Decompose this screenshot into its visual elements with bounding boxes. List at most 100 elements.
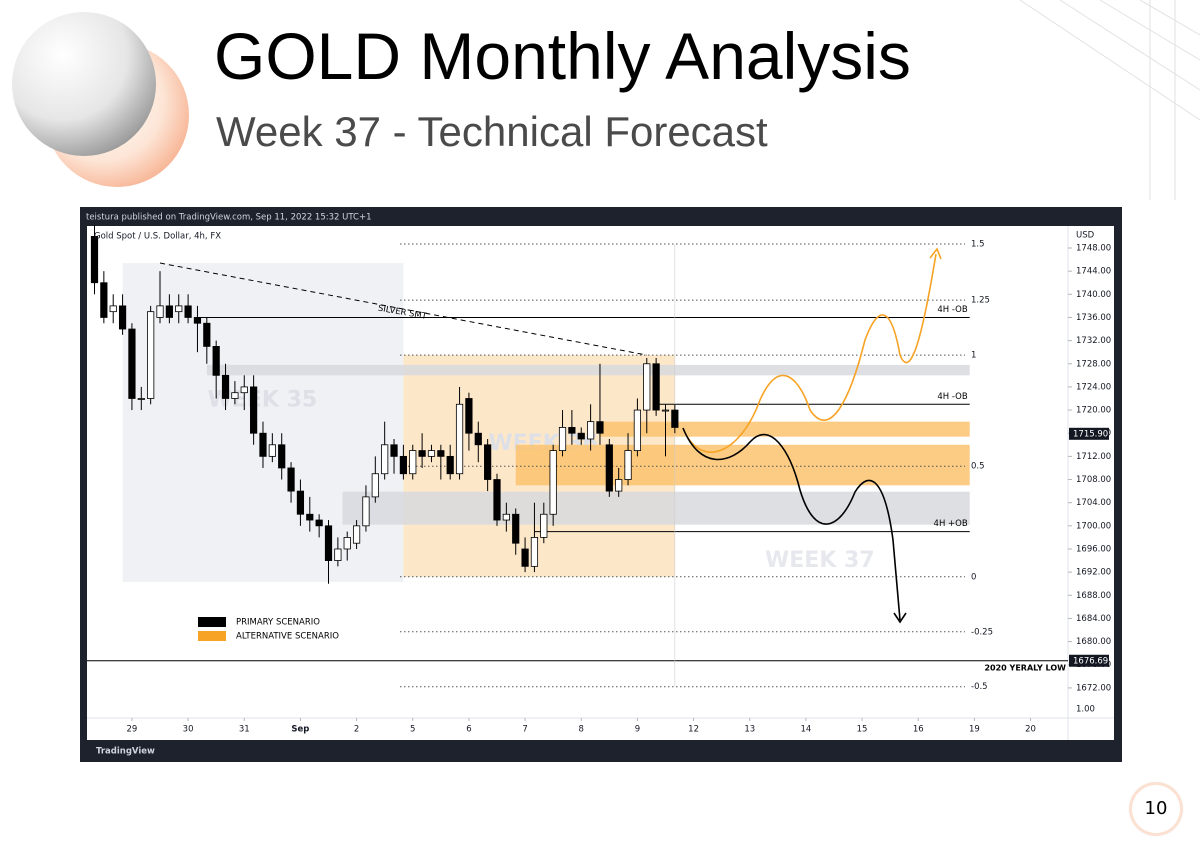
x-tick-label: 8	[579, 725, 584, 735]
x-tick-label: 2	[354, 725, 359, 735]
y-tick-label: 1684.00	[1076, 614, 1111, 624]
scale-label: 1.00	[1076, 705, 1095, 715]
y-tick-label: 1680.00	[1076, 637, 1111, 647]
y-tick-label: 1740.00	[1076, 290, 1111, 300]
candle-body	[250, 386, 258, 434]
fib-label: 1	[971, 351, 976, 361]
candle-body	[175, 305, 183, 313]
candle-body	[306, 513, 314, 521]
x-tick-label: 6	[466, 725, 471, 735]
brand: TradingView	[96, 747, 155, 757]
candle-body	[109, 305, 117, 313]
candle-body	[203, 322, 211, 347]
fib-label: -0.5	[971, 682, 988, 692]
candle-body	[521, 548, 529, 567]
x-tick-label: 15	[857, 725, 868, 735]
candle-body	[128, 328, 136, 399]
candle-body	[399, 455, 407, 475]
x-tick-label: 14	[800, 725, 811, 735]
candle-body	[184, 305, 192, 318]
candle-body	[381, 444, 389, 475]
candle-body	[259, 432, 267, 457]
y-tick-label: 1708.00	[1076, 475, 1111, 485]
candle-body	[147, 311, 155, 399]
y-tick-label: 1736.00	[1076, 313, 1111, 323]
candle-body	[558, 427, 567, 451]
y-tick-label: 1672.00	[1076, 683, 1111, 693]
candle-body	[633, 409, 642, 451]
x-tick-label: 16	[913, 725, 924, 735]
candle-body	[427, 450, 436, 457]
y-tick-label: 1744.00	[1076, 267, 1111, 277]
y-tick-label: 1704.00	[1076, 498, 1111, 508]
x-tick-label: 13	[744, 725, 755, 735]
candle-body	[193, 317, 202, 324]
x-tick-label: Sep	[291, 725, 309, 735]
level-label: 4H -OB	[937, 392, 967, 402]
x-tick-label: 7	[522, 725, 527, 735]
price-badge	[1069, 427, 1109, 440]
fib-label: 0.5	[971, 462, 985, 472]
candle-body	[278, 444, 286, 469]
decor-building	[1019, 0, 1200, 200]
alternative-path	[682, 253, 937, 453]
x-tick-label: 20	[1025, 725, 1036, 735]
candle-body	[437, 450, 445, 457]
price-badge	[1069, 654, 1109, 667]
price-badge-label: 1676.69	[1073, 656, 1108, 666]
y-tick-label: 1720.00	[1076, 406, 1111, 416]
legend-swatch	[198, 617, 226, 627]
candle-body	[221, 374, 230, 399]
candle-body	[605, 444, 613, 492]
arrow	[929, 247, 942, 260]
candle-body	[90, 236, 99, 284]
candle-body	[512, 513, 520, 544]
candle-body	[465, 398, 473, 434]
candle-body	[493, 479, 501, 521]
x-tick-label: 30	[183, 725, 194, 735]
arrow	[893, 612, 907, 624]
candle-body	[418, 450, 426, 457]
zone	[342, 491, 970, 525]
zone	[515, 444, 970, 486]
y-tick-label: 1688.00	[1076, 591, 1111, 601]
candle-body	[390, 444, 398, 457]
candle-body	[156, 305, 164, 318]
candle-body	[212, 345, 220, 376]
candle-body	[118, 305, 127, 330]
fib-label: -0.25	[971, 627, 993, 637]
candle-body	[409, 450, 417, 475]
candle-body	[371, 473, 379, 498]
publisher: teistura published on TradingView.com, S…	[86, 213, 372, 223]
candle-body	[624, 450, 632, 480]
y-tick-label: 1728.00	[1076, 359, 1111, 369]
candle-body	[137, 398, 145, 400]
candle-body	[587, 421, 595, 440]
candle-body	[343, 537, 351, 550]
candle-body	[268, 444, 276, 457]
candle-body	[287, 467, 295, 492]
candle-body	[334, 548, 342, 561]
candle-body	[671, 409, 679, 428]
smt-line	[159, 262, 647, 356]
candle-body	[502, 513, 510, 521]
y-tick-label: 1700.00	[1076, 521, 1111, 531]
candle-body	[362, 496, 370, 527]
candle-body	[643, 363, 651, 411]
candle-body	[296, 490, 305, 515]
symbol: Gold Spot / U.S. Dollar, 4h, FX	[94, 232, 221, 242]
x-tick-label: 9	[635, 725, 640, 735]
x-tick-label: 31	[239, 725, 250, 735]
candle-body	[455, 403, 464, 475]
candle-body	[352, 525, 361, 544]
zone	[206, 364, 970, 376]
primary-path	[682, 427, 901, 621]
y-tick-label: 1696.00	[1076, 544, 1111, 554]
future-label: WEEK 37	[765, 548, 875, 573]
candle-body	[240, 386, 248, 394]
candle-body	[652, 363, 660, 411]
currency: USD	[1076, 231, 1095, 241]
y-tick-label: 1724.00	[1076, 382, 1111, 392]
candle-body	[661, 409, 670, 412]
